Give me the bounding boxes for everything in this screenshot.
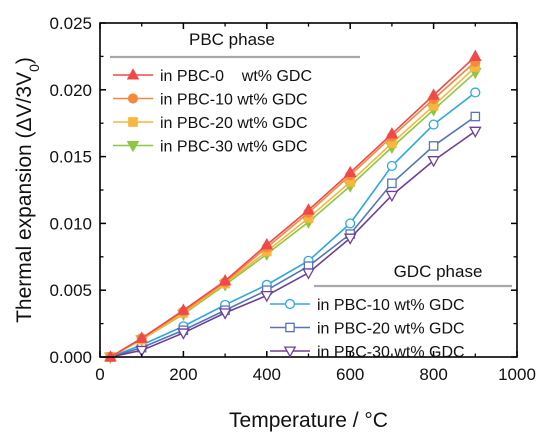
data-point — [343, 233, 357, 245]
x-axis-title: Temperature / °C — [229, 409, 388, 432]
data-point — [302, 203, 315, 215]
y-axis-title-main: Thermal expansion (ΔV/3V — [13, 72, 36, 323]
legend-entry: in PBC-20 wt% GDC — [113, 115, 308, 132]
data-point — [470, 87, 481, 98]
data-point — [385, 190, 399, 203]
y-tick-label: 0.020 — [49, 81, 92, 100]
data-point — [427, 156, 440, 168]
plot-area — [104, 49, 482, 364]
legend-label: in PBC-30 wt% GDC — [317, 344, 465, 361]
x-tick-label: 0 — [95, 365, 104, 384]
legend-swatch-marker — [126, 68, 140, 80]
y-tick-label: 0.010 — [49, 214, 92, 233]
axes: 0 200 400 600 800 1000 0.000 0.005 0.010 0.015 0.0… — [49, 14, 535, 384]
y-tick-label: 0.005 — [49, 281, 92, 300]
y-axis-title-close: ) — [13, 57, 36, 64]
data-point — [386, 160, 397, 172]
y-axis-title: Thermal expansion (ΔV/3V0) — [13, 57, 42, 323]
legend-entry: in PBC-20 wt% GDC — [270, 321, 465, 338]
legend-entry: in PBC-0 wt% GDC — [113, 68, 312, 85]
data-point — [468, 49, 482, 61]
legend-heading: PBC phase — [189, 30, 275, 49]
series-line — [110, 55, 476, 358]
legend-label: in PBC-10 wt% GDC — [317, 297, 465, 314]
data-point — [345, 218, 356, 229]
data-point — [177, 328, 190, 340]
data-point — [428, 141, 439, 151]
y-tick-label: 0.000 — [49, 348, 92, 367]
legend-entry: in PBC-10 wt% GDC — [113, 92, 308, 109]
legend-label: in PBC-10 wt% GDC — [160, 92, 308, 109]
legend-swatch-marker — [283, 346, 297, 358]
data-point — [177, 303, 190, 315]
data-point — [387, 178, 397, 189]
legend-label: in PBC-20 wt% GDC — [317, 321, 465, 338]
legend-entry: in PBC-30 wt% GDC — [113, 139, 308, 156]
data-point — [218, 274, 232, 286]
x-tick-label: 200 — [169, 365, 197, 384]
series-line — [110, 115, 476, 358]
series-line — [110, 91, 476, 358]
data-point — [260, 290, 274, 303]
legend-swatch-marker — [128, 117, 138, 127]
data-point — [468, 126, 482, 139]
data-point — [470, 111, 481, 122]
legend-swatch-marker — [127, 93, 139, 104]
data-point — [427, 88, 440, 100]
legend-label: in PBC-20 wt% GDC — [160, 115, 308, 132]
legend-label: in PBC-0 wt% GDC — [160, 68, 312, 85]
y-tick-label: 0.015 — [49, 148, 92, 167]
x-tick-label: 400 — [253, 365, 281, 384]
x-tick-label: 600 — [336, 365, 364, 384]
data-point — [428, 119, 439, 130]
data-point — [135, 331, 149, 343]
legend-swatch-marker — [285, 322, 295, 333]
legend-swatch-marker — [284, 298, 296, 310]
legend-entry: in PBC-10 wt% GDC — [270, 297, 465, 314]
legend-pbc-phase: PBC phase in PBC-0 wt% GDC in PBC-10 wt% G… — [110, 30, 360, 156]
data-point — [385, 127, 399, 139]
series-line — [110, 66, 476, 358]
data-point — [218, 308, 232, 320]
legend-gdc-phase: GDC phase in PBC-10 wt% GDC in PBC-20 wt% … — [270, 262, 512, 361]
data-point — [260, 237, 274, 250]
legend-label: in PBC-30 wt% GDC — [160, 139, 308, 156]
x-tick-label: 800 — [419, 365, 447, 384]
series-pbc-phase-3 — [104, 67, 482, 364]
x-tick-label: 1000 — [498, 365, 536, 384]
data-point — [343, 165, 357, 178]
legend-heading: GDC phase — [394, 262, 483, 281]
legend-entry: in PBC-30 wt% GDC — [270, 344, 465, 361]
series-line — [110, 130, 476, 358]
legends: PBC phase in PBC-0 wt% GDC in PBC-10 wt% G… — [110, 30, 512, 361]
data-point — [302, 268, 315, 280]
y-axis-title-subscript: 0 — [26, 64, 42, 72]
y-tick-label: 0.025 — [49, 14, 92, 33]
legend-swatch-marker — [126, 140, 140, 153]
